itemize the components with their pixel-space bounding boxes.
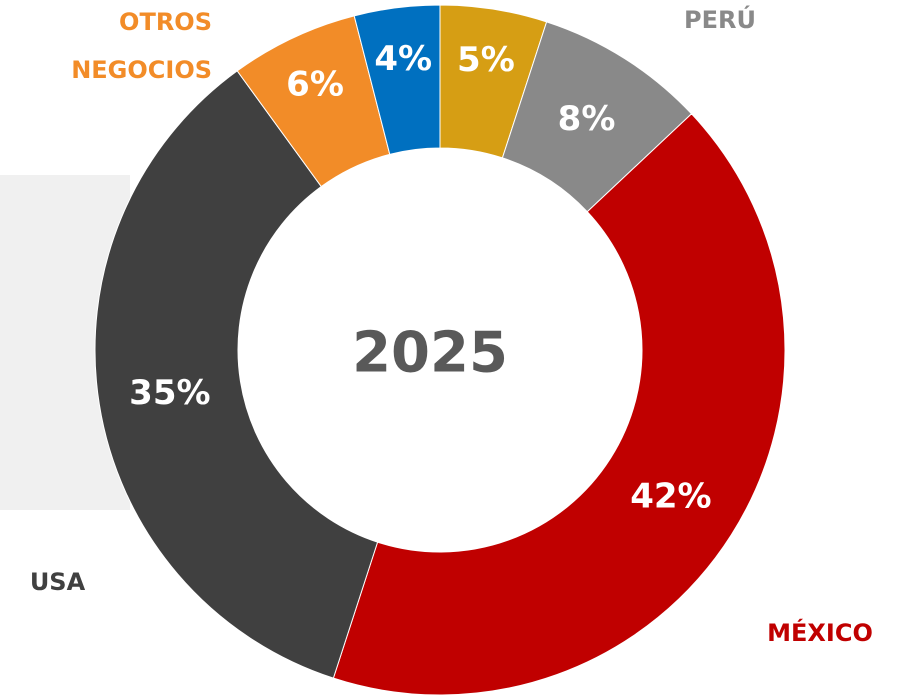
- donut-segment: [353, 4, 441, 155]
- category-label: USA: [29, 568, 86, 596]
- category-label: PERÚ: [684, 6, 756, 34]
- value-label: 8%: [558, 99, 616, 139]
- center-label: 2025: [352, 321, 508, 386]
- value-label: 42%: [630, 477, 711, 517]
- value-label: 6%: [286, 64, 344, 104]
- category-label: MÉXICO: [767, 619, 873, 647]
- value-label: 5%: [457, 40, 515, 80]
- donut-segment: [332, 113, 786, 696]
- value-label: 35%: [129, 373, 210, 413]
- donut-segment: [94, 70, 379, 679]
- value-label: 4%: [374, 39, 432, 79]
- category-label: OTROS NEGOCIOS: [71, 8, 212, 84]
